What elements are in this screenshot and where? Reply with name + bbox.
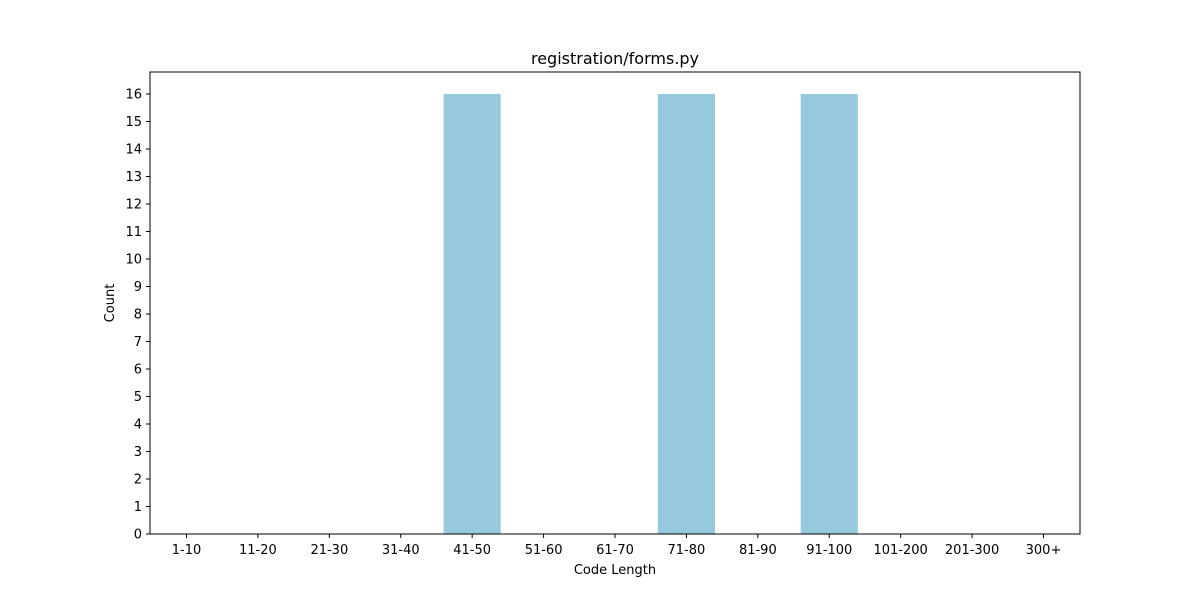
x-axis: 1-10 11-20 21-30 31-40 41-50 51-60 61-70 71-80 8…: [172, 534, 1062, 558]
y-tick-label: 4: [134, 418, 142, 433]
y-tick-label: 3: [134, 445, 142, 460]
bar-91-100: [800, 94, 858, 534]
bars-layer: [443, 94, 858, 534]
x-tick-label: 31-40: [382, 543, 420, 558]
bar-71-80: [657, 94, 715, 534]
y-tick-label: 7: [134, 335, 142, 350]
y-tick-label: 16: [125, 88, 142, 103]
x-tick-label: 101-200: [874, 543, 928, 558]
y-tick-label: 14: [125, 143, 142, 158]
x-axis-label: Code Length: [574, 563, 656, 578]
x-tick-label: 91-100: [806, 543, 852, 558]
y-tick-label: 5: [134, 390, 142, 405]
y-tick-label: 10: [125, 253, 142, 268]
y-tick-label: 1: [134, 500, 142, 515]
y-tick-label: 2: [134, 473, 142, 488]
x-tick-label: 61-70: [596, 543, 634, 558]
x-tick-label: 11-20: [239, 543, 277, 558]
y-axis-label: Count: [103, 284, 118, 323]
y-tick-label: 11: [125, 225, 142, 240]
y-tick-label: 13: [125, 170, 142, 185]
plot-frame: [149, 71, 1081, 535]
bar-41-50: [443, 94, 501, 534]
y-tick-label: 15: [125, 115, 142, 130]
y-tick-label: 0: [134, 528, 142, 543]
x-tick-label: 1-10: [172, 543, 202, 558]
x-tick-label: 51-60: [525, 543, 563, 558]
x-tick-label: 81-90: [739, 543, 777, 558]
y-tick-label: 6: [134, 363, 142, 378]
chart-title: registration/forms.py: [531, 49, 699, 68]
x-tick-label: 71-80: [668, 543, 706, 558]
y-tick-label: 8: [134, 308, 142, 323]
y-tick-label: 12: [125, 198, 142, 213]
x-tick-label: 201-300: [945, 543, 999, 558]
x-tick-label: 300+: [1026, 543, 1062, 558]
y-tick-label: 9: [134, 280, 142, 295]
x-tick-label: 21-30: [310, 543, 348, 558]
x-tick-label: 41-50: [453, 543, 491, 558]
